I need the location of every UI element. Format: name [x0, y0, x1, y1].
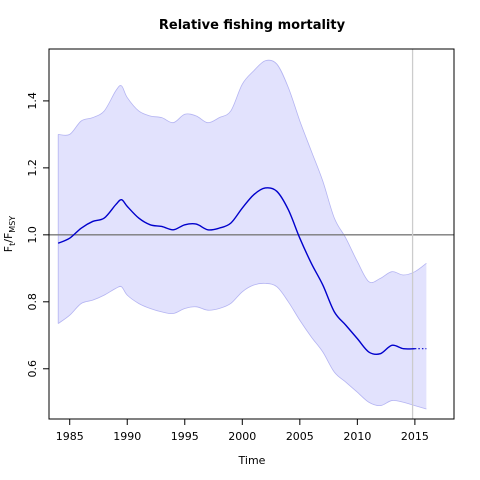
y-axis: 0.6 0.8 1.0 1.2 1.4	[26, 92, 50, 378]
x-tick-label: 2005	[286, 430, 314, 443]
x-tick-label: 2000	[228, 430, 256, 443]
y-tick-label: 0.6	[26, 360, 39, 378]
y-axis-title-main: F	[2, 246, 15, 252]
y-tick-label: 1.0	[26, 226, 39, 244]
chart-title: Relative fishing mortality	[159, 18, 346, 33]
x-tick-label: 2015	[401, 430, 429, 443]
x-tick-label: 1990	[113, 430, 141, 443]
y-tick-label: 1.2	[26, 159, 39, 177]
x-tick-label: 2010	[343, 430, 371, 443]
y-axis-title: Ft/FMSY	[2, 216, 17, 252]
plot-layer	[49, 49, 454, 419]
y-axis-title-sub2: MSY	[8, 216, 17, 233]
x-axis: 1985 1990 1995 2000 2005 2010 2015	[56, 418, 429, 443]
x-tick-label: 1985	[56, 430, 84, 443]
estimate-line	[57, 187, 415, 356]
y-tick-label: 1.4	[26, 92, 39, 110]
y-axis-title-sub1: t	[8, 243, 17, 246]
y-axis-title-mid: /F	[2, 233, 15, 243]
x-tick-label: 1995	[171, 430, 199, 443]
x-axis-title: Time	[238, 454, 266, 467]
upper-bound-line	[58, 59, 427, 284]
y-tick-label: 0.8	[26, 293, 39, 311]
lower-bound-line	[57, 282, 427, 410]
